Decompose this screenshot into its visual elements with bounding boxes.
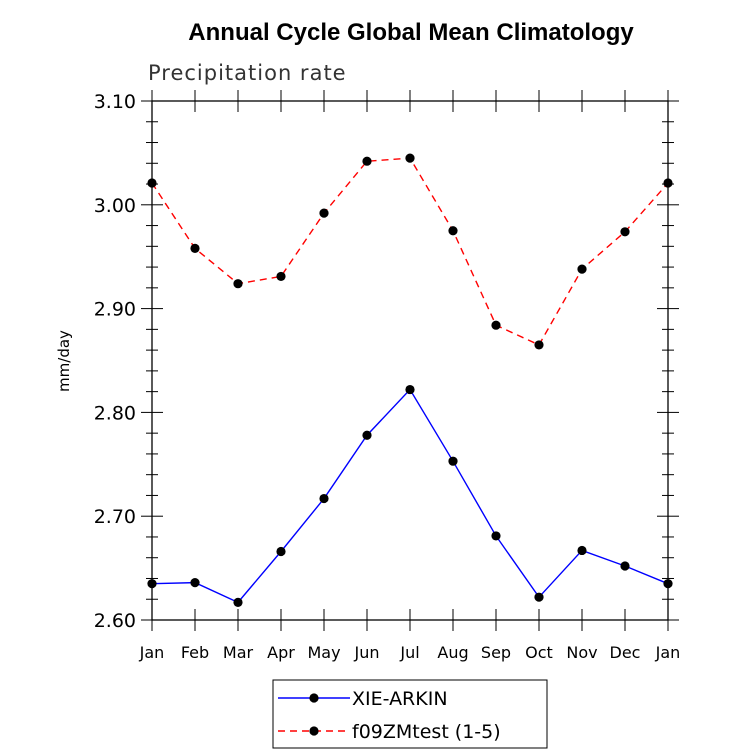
chart-subtitle: Precipitation rate [148, 61, 347, 85]
legend-label-1: XIE-ARKIN [352, 688, 448, 710]
data-point [534, 340, 544, 350]
data-point [663, 579, 673, 589]
y-tick-label: 2.90 [94, 299, 136, 321]
x-tick-label: Apr [267, 643, 295, 662]
data-point [620, 561, 630, 571]
legend: XIE-ARKIN f09ZMtest (1-5) [272, 679, 548, 749]
y-tick-label: 2.80 [94, 402, 136, 424]
x-tick-label: Sep [481, 643, 511, 662]
data-point [190, 243, 200, 253]
data-point [405, 384, 415, 395]
x-tick-label: Dec [610, 643, 641, 662]
x-tick-label: Oct [525, 643, 553, 662]
series-line-1 [151, 388, 669, 604]
x-tick-label: Aug [437, 643, 468, 662]
x-tick-label: Nov [566, 643, 597, 662]
plot-border [151, 100, 669, 621]
data-point [663, 178, 673, 188]
data-point [319, 208, 329, 218]
data-point [620, 227, 630, 237]
plot-frame [151, 100, 669, 621]
y-tick-label: 3.00 [94, 195, 136, 217]
x-tick-label: Jul [399, 643, 419, 662]
data-point [577, 264, 587, 274]
data-point [362, 156, 372, 166]
series-layer [147, 153, 673, 607]
x-tick-label: May [307, 643, 340, 662]
data-point [577, 545, 587, 556]
y-axis: 2.60 2.70 2.80 2.90 3.00 3.10 [94, 91, 679, 632]
x-tick-label: Jan [655, 643, 681, 662]
series-line-2 [151, 157, 669, 346]
data-point [276, 271, 286, 282]
legend-marker [309, 693, 319, 703]
data-point [491, 531, 501, 541]
legend-box [272, 679, 548, 749]
data-point [405, 153, 415, 163]
x-axis: Jan Feb Mar Apr May Jun Jul Aug Sep Oct Nov Dec Jan [139, 90, 681, 662]
data-point [147, 579, 157, 589]
y-tick-label: 2.70 [94, 506, 136, 528]
data-point [190, 578, 200, 588]
data-point [319, 493, 329, 504]
x-tick-label: Jun [354, 643, 380, 662]
data-point [491, 320, 501, 330]
data-point [233, 279, 243, 289]
y-tick-label: 3.10 [94, 91, 136, 113]
data-point [534, 592, 544, 602]
legend-marker [309, 726, 319, 736]
x-tick-label: Feb [181, 643, 209, 662]
y-tick-label: 2.60 [94, 610, 136, 632]
legend-label-2: f09ZMtest (1-5) [352, 721, 501, 743]
data-point [362, 430, 372, 440]
data-point [276, 546, 286, 557]
data-point [147, 178, 157, 188]
data-point [448, 226, 458, 236]
data-point [233, 597, 243, 607]
x-tick-label: Jan [139, 643, 165, 662]
x-tick-label: Mar [223, 643, 254, 662]
data-point [448, 456, 458, 466]
chart-title: Annual Cycle Global Mean Climatology [188, 19, 634, 46]
y-axis-label: mm/day [55, 330, 73, 392]
